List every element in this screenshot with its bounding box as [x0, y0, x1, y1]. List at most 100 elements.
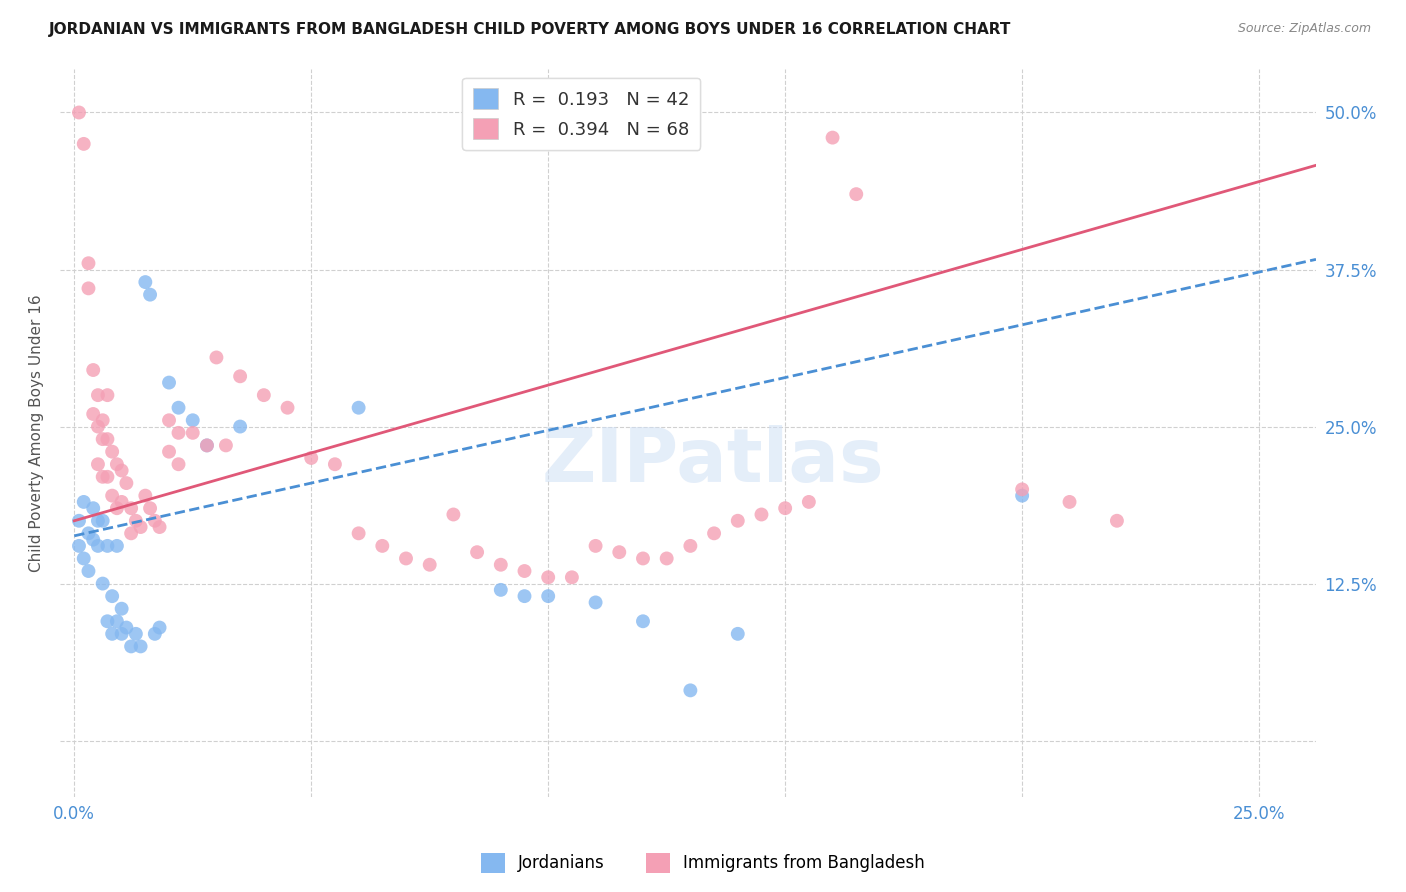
Point — [101, 589, 124, 603]
Point — [111, 495, 134, 509]
Point — [148, 621, 170, 635]
Text: ZIPatlas: ZIPatlas — [541, 425, 884, 499]
Point — [134, 275, 156, 289]
Point — [157, 444, 180, 458]
Point — [87, 419, 110, 434]
Point — [821, 130, 844, 145]
Point — [82, 501, 104, 516]
Point — [87, 514, 110, 528]
Point — [631, 551, 654, 566]
Point — [96, 432, 118, 446]
Point — [167, 425, 190, 440]
Point — [419, 558, 441, 572]
Point — [77, 281, 100, 295]
Point — [105, 539, 128, 553]
Point — [157, 413, 180, 427]
Point — [181, 413, 204, 427]
Point — [129, 520, 152, 534]
Point — [751, 508, 773, 522]
Point — [347, 401, 370, 415]
Point — [1059, 495, 1081, 509]
Point — [465, 545, 488, 559]
Point — [111, 463, 134, 477]
Point — [105, 457, 128, 471]
Point — [1105, 514, 1128, 528]
Point — [115, 621, 138, 635]
Point — [111, 601, 134, 615]
Point — [105, 614, 128, 628]
Point — [67, 105, 90, 120]
Point — [513, 564, 536, 578]
Point — [101, 444, 124, 458]
Point — [105, 501, 128, 516]
Point — [773, 501, 796, 516]
Point — [82, 363, 104, 377]
Point — [585, 595, 607, 609]
Point — [82, 533, 104, 547]
Legend: Jordanians, Immigrants from Bangladesh: Jordanians, Immigrants from Bangladesh — [475, 847, 931, 880]
Point — [96, 388, 118, 402]
Point — [120, 501, 142, 516]
Legend: R =  0.193   N = 42, R =  0.394   N = 68: R = 0.193 N = 42, R = 0.394 N = 68 — [463, 78, 700, 150]
Point — [489, 582, 512, 597]
Text: Source: ZipAtlas.com: Source: ZipAtlas.com — [1237, 22, 1371, 36]
Point — [195, 438, 218, 452]
Point — [91, 514, 114, 528]
Point — [323, 457, 346, 471]
Point — [797, 495, 820, 509]
Point — [77, 564, 100, 578]
Point — [101, 627, 124, 641]
Point — [139, 501, 162, 516]
Point — [195, 438, 218, 452]
Point — [441, 508, 464, 522]
Point — [703, 526, 725, 541]
Point — [181, 425, 204, 440]
Point — [77, 256, 100, 270]
Point — [167, 401, 190, 415]
Point — [513, 589, 536, 603]
Point — [87, 388, 110, 402]
Point — [82, 407, 104, 421]
Point — [91, 470, 114, 484]
Point — [148, 520, 170, 534]
Point — [489, 558, 512, 572]
Point — [347, 526, 370, 541]
Point — [125, 514, 148, 528]
Point — [96, 539, 118, 553]
Point — [727, 514, 749, 528]
Point — [111, 627, 134, 641]
Point — [253, 388, 276, 402]
Point — [91, 432, 114, 446]
Point — [229, 419, 252, 434]
Point — [395, 551, 418, 566]
Point — [115, 476, 138, 491]
Point — [134, 489, 156, 503]
Point — [655, 551, 678, 566]
Point — [215, 438, 238, 452]
Point — [157, 376, 180, 390]
Point — [91, 413, 114, 427]
Point — [631, 614, 654, 628]
Point — [537, 570, 560, 584]
Point — [679, 683, 702, 698]
Point — [67, 539, 90, 553]
Point — [143, 627, 166, 641]
Point — [727, 627, 749, 641]
Point — [91, 576, 114, 591]
Point — [537, 589, 560, 603]
Point — [167, 457, 190, 471]
Point — [143, 514, 166, 528]
Point — [96, 614, 118, 628]
Point — [1011, 489, 1033, 503]
Point — [96, 470, 118, 484]
Point — [585, 539, 607, 553]
Point — [67, 514, 90, 528]
Point — [845, 187, 868, 202]
Point — [1011, 483, 1033, 497]
Point — [229, 369, 252, 384]
Point — [120, 640, 142, 654]
Text: JORDANIAN VS IMMIGRANTS FROM BANGLADESH CHILD POVERTY AMONG BOYS UNDER 16 CORREL: JORDANIAN VS IMMIGRANTS FROM BANGLADESH … — [49, 22, 1011, 37]
Point — [561, 570, 583, 584]
Point — [87, 457, 110, 471]
Point — [205, 351, 228, 365]
